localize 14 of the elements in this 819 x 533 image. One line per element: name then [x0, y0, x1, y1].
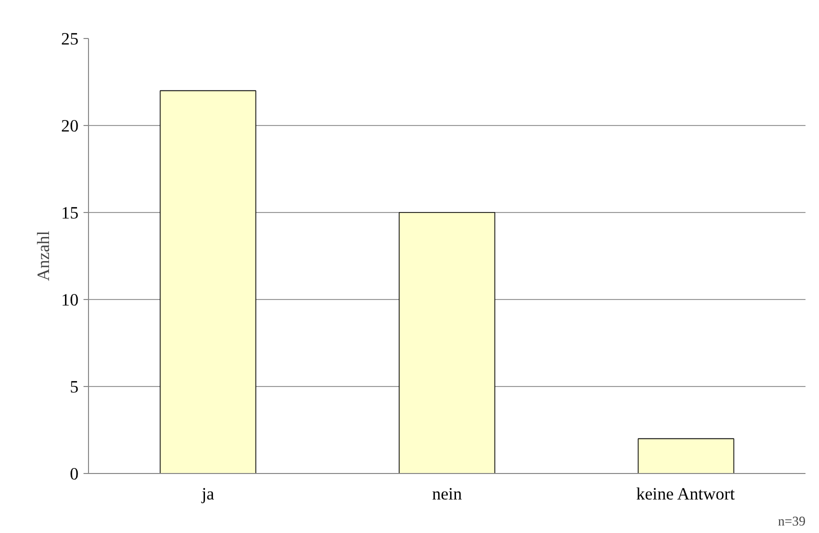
y-tick-label: 20 — [61, 116, 78, 136]
bar — [638, 438, 734, 474]
y-tick-label: 0 — [70, 464, 79, 484]
x-tick-label: ja — [200, 484, 215, 504]
text: n=39 — [778, 514, 806, 528]
x-tick-label: nein — [432, 484, 462, 504]
y-axis-title: Anzahl — [34, 230, 54, 282]
bar — [398, 212, 496, 474]
x-tick-label: keine Antwort — [636, 484, 736, 504]
bar — [160, 90, 256, 474]
y-tick-label: 15 — [61, 204, 78, 222]
y-tick-label: 10 — [61, 290, 78, 310]
y-tick-label: 5 — [70, 378, 79, 396]
y-tick-label: 25 — [61, 30, 78, 48]
